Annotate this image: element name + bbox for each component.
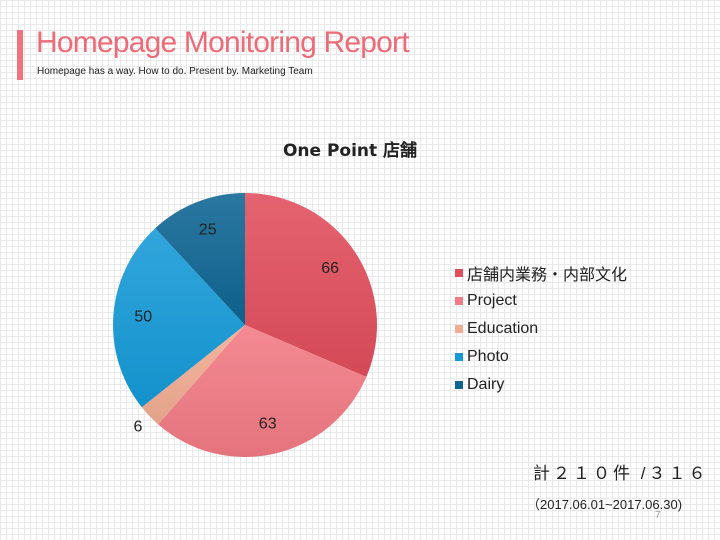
legend-swatch [455, 325, 463, 333]
page-subtitle: Homepage has a way. How to do. Present b… [37, 66, 313, 77]
legend-item-photo: Photo [455, 343, 627, 371]
legend-swatch [455, 353, 463, 361]
legend-label: Education [467, 320, 539, 337]
legend-label: Dairy [467, 376, 505, 393]
pie-slice-dairy [155, 193, 245, 325]
pie-slice-project [158, 325, 367, 457]
chart-title: One Point 店舗 [282, 141, 418, 161]
pie-slice-category-1 [245, 193, 377, 377]
total-count: 計２１０件 /３１６ [533, 464, 709, 483]
data-label-category-1: 66 [321, 260, 339, 277]
legend-item-project: Project [455, 287, 627, 315]
data-label-project: 63 [259, 416, 277, 433]
legend-swatch [455, 269, 463, 277]
title-accent-bar [17, 30, 23, 80]
data-label-dairy: 25 [199, 221, 217, 238]
page-number: 7 [655, 510, 661, 521]
legend-item-category-1: 店舗内業務・内部文化 [455, 259, 627, 287]
page-title: Homepage Monitoring Report [36, 26, 410, 59]
legend-swatch [455, 381, 463, 389]
legend-label: Project [467, 292, 517, 309]
date-range: （2017.06.01~2017.06.30) [527, 497, 683, 512]
data-label-photo: 50 [134, 309, 152, 326]
chart-legend: 店舗内業務・内部文化 Project Education Photo Dairy [455, 259, 627, 399]
data-label-education: 6 [134, 419, 143, 436]
legend-swatch [455, 297, 463, 305]
legend-item-dairy: Dairy [455, 371, 627, 399]
legend-item-education: Education [455, 315, 627, 343]
pie-slice-education [141, 325, 245, 425]
legend-label: Photo [467, 348, 509, 365]
legend-label: 店舗内業務・内部文化 [467, 267, 628, 284]
pie-slice-photo [112, 228, 245, 408]
